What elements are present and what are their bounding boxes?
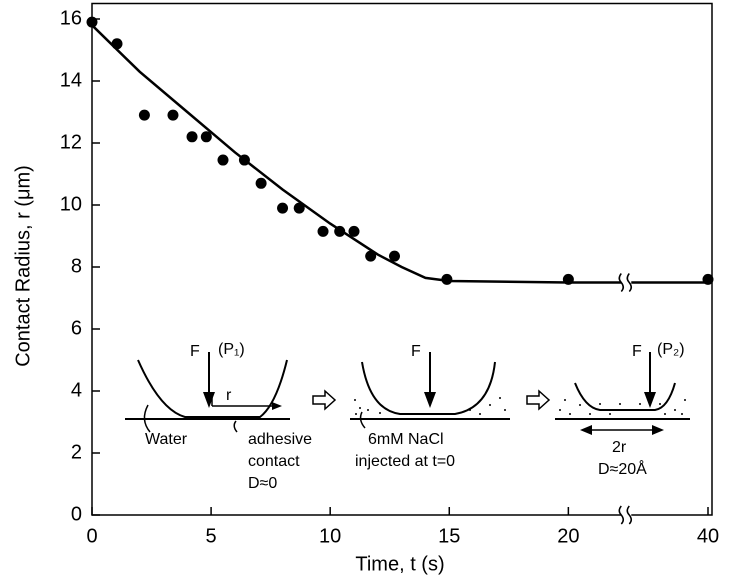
axis-break bbox=[621, 505, 632, 525]
data-point bbox=[388, 250, 400, 262]
axis-break bbox=[618, 505, 633, 525]
data-point bbox=[138, 109, 150, 121]
axis-break bbox=[621, 272, 632, 293]
y-axis-label: Contact Radius, r (μm) bbox=[12, 165, 34, 367]
data-point bbox=[111, 38, 123, 50]
data-point bbox=[217, 154, 229, 166]
data-point bbox=[365, 250, 377, 262]
y-tick-label: 10 bbox=[60, 193, 82, 215]
y-tick-label: 14 bbox=[60, 69, 82, 91]
annotation: (P₂) bbox=[657, 341, 685, 358]
x-tick-label: 5 bbox=[206, 525, 217, 547]
axis-frame bbox=[91, 2, 713, 516]
annotation: 2r bbox=[612, 439, 627, 456]
y-tick-label: 4 bbox=[71, 379, 82, 401]
fit-curve bbox=[91, 24, 708, 284]
data-point bbox=[186, 131, 198, 143]
x-tick-label: 10 bbox=[319, 525, 341, 547]
x-tick-label: 40 bbox=[697, 525, 719, 547]
annotation: adhesive bbox=[248, 431, 312, 448]
data-point bbox=[334, 225, 346, 237]
data-point bbox=[562, 273, 574, 285]
annotation: F bbox=[632, 343, 642, 360]
annotation: contact bbox=[248, 453, 300, 470]
annotation: F bbox=[411, 343, 421, 360]
x-tick-label: 15 bbox=[438, 525, 460, 547]
data-point bbox=[255, 177, 267, 189]
y-tick-label: 0 bbox=[71, 503, 82, 525]
data-point bbox=[702, 273, 714, 285]
data-point bbox=[348, 225, 360, 237]
data-point bbox=[293, 202, 305, 214]
annotation: (P₁) bbox=[218, 341, 245, 358]
y-tick-label: 6 bbox=[71, 317, 82, 339]
annotation: 6mM NaCl bbox=[368, 431, 444, 448]
data-point bbox=[200, 131, 212, 143]
data-point bbox=[441, 273, 453, 285]
x-tick-label: 20 bbox=[557, 525, 579, 547]
inset-diagrams bbox=[125, 352, 690, 435]
x-axis-label: Time, t (s) bbox=[355, 553, 444, 575]
annotation: r bbox=[226, 387, 232, 404]
axis-break bbox=[618, 273, 633, 293]
annotation: F bbox=[190, 343, 200, 360]
y-tick-label: 16 bbox=[60, 7, 82, 29]
data-point bbox=[167, 109, 179, 121]
y-tick-label: 12 bbox=[60, 131, 82, 153]
data-point bbox=[317, 225, 329, 237]
annotation: D≈20Å bbox=[598, 459, 647, 478]
annotation: D≈0 bbox=[248, 475, 277, 492]
data-point bbox=[238, 154, 250, 166]
data-point bbox=[86, 16, 98, 28]
x-tick-label: 0 bbox=[86, 525, 97, 547]
y-tick-label: 8 bbox=[71, 255, 82, 277]
data-point bbox=[277, 202, 289, 214]
annotation: Water bbox=[145, 431, 188, 448]
y-tick-label: 2 bbox=[71, 441, 82, 463]
annotation: injected at t=0 bbox=[355, 453, 455, 470]
